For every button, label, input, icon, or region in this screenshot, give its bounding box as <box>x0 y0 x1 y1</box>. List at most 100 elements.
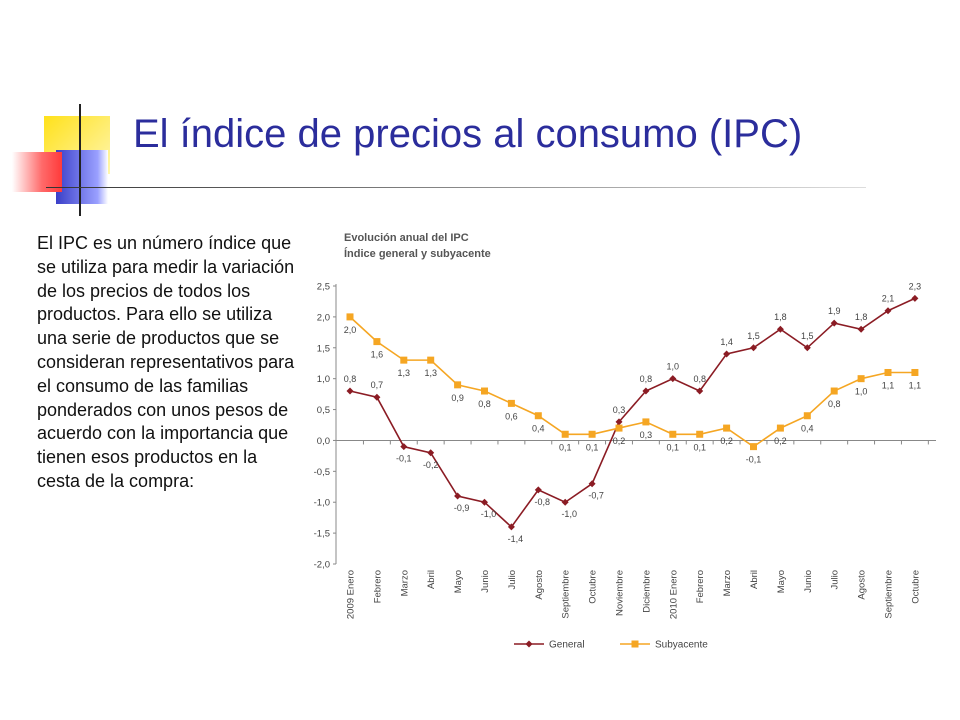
data-point-general <box>750 344 757 352</box>
y-tick-label: 0,5 <box>317 405 330 416</box>
data-point-subyacente <box>400 356 408 364</box>
data-point-subyacente <box>534 412 542 420</box>
legend-subyacente-label: Subyacente <box>655 640 708 651</box>
x-tick-label: Agosto <box>857 570 868 600</box>
data-label-subyacente: 0,4 <box>801 424 814 434</box>
data-label-subyacente: 1,3 <box>424 368 437 378</box>
data-label-subyacente: 1,1 <box>882 380 895 390</box>
title-underline <box>46 187 866 188</box>
y-tick-label: 1,5 <box>317 343 330 354</box>
x-tick-label: Julio <box>830 570 841 590</box>
x-tick-label: Abril <box>749 570 760 589</box>
y-tick-label: 0,0 <box>317 436 330 447</box>
legend-general-marker <box>525 640 533 648</box>
data-point-general <box>454 492 462 500</box>
plot-area: 2,5 2,0 1,5 1,0 0,5 0,0 -0,5 -1,0 -1,5 -2,0 2009 E… <box>314 281 936 651</box>
data-label-general: -1,0 <box>481 509 497 519</box>
data-label-subyacente: 2,0 <box>344 325 357 335</box>
data-point-general <box>723 350 731 358</box>
chart-title: Evolución anual del IPC <box>344 232 469 244</box>
data-point-subyacente <box>454 381 462 389</box>
y-tick-label: 2,5 <box>317 282 330 293</box>
y-tick-label: -2,0 <box>314 560 330 571</box>
data-label-subyacente: 0,6 <box>505 411 518 421</box>
data-point-general <box>857 325 865 333</box>
data-label-subyacente: 0,2 <box>613 436 626 446</box>
data-label-subyacente: 0,1 <box>667 442 680 452</box>
data-point-subyacente <box>884 368 892 376</box>
y-tick-label: 1,0 <box>317 374 330 385</box>
data-label-subyacente: 0,2 <box>720 436 733 446</box>
data-label-subyacente: 0,2 <box>774 436 787 446</box>
x-tick-label: Septiembre <box>561 570 572 619</box>
data-point-general <box>911 294 919 302</box>
x-tick-label: Octubre <box>910 570 921 604</box>
data-label-general: -1,4 <box>508 534 524 544</box>
data-label-general: -0,2 <box>423 460 439 470</box>
data-label-general: 0,8 <box>344 374 357 384</box>
data-label-general: 2,1 <box>882 294 895 304</box>
data-label-subyacente: 0,1 <box>559 442 572 452</box>
decor-red-square <box>12 152 62 192</box>
data-label-general: 0,8 <box>693 374 706 384</box>
x-tick-label: 2010 Enero <box>668 570 679 619</box>
data-point-subyacente <box>561 430 569 438</box>
data-point-subyacente <box>776 424 784 432</box>
data-label-subyacente: 1,6 <box>371 350 384 360</box>
data-point-subyacente <box>615 424 623 432</box>
data-point-general <box>427 449 435 457</box>
data-point-general <box>669 375 677 383</box>
data-point-general <box>588 480 596 488</box>
x-tick-label: Febrero <box>372 570 383 603</box>
x-tick-label: Agosto <box>534 570 545 600</box>
slide-title: El índice de precios al consumo (IPC) <box>133 112 803 156</box>
data-point-subyacente <box>750 443 757 451</box>
data-label-general: 1,0 <box>667 362 680 372</box>
data-point-general <box>400 443 408 451</box>
data-point-general <box>561 498 569 506</box>
data-label-subyacente: 1,0 <box>855 387 868 397</box>
x-tick-label: Septiembre <box>884 570 895 619</box>
data-label-general: 1,8 <box>774 312 787 322</box>
data-label-subyacente: 1,1 <box>909 380 922 390</box>
data-point-subyacente <box>346 313 354 321</box>
data-point-general <box>830 319 838 327</box>
decor-vertical-line <box>79 104 81 216</box>
y-tick-label: -1,0 <box>314 498 330 509</box>
legend-general-label: General <box>549 640 585 651</box>
x-tick-label: 2009 Enero <box>346 570 357 619</box>
data-point-subyacente <box>427 356 435 364</box>
ipc-line-chart: Evolución anual del IPC Índice general y… <box>314 232 936 651</box>
series-line-general <box>349 297 916 529</box>
data-point-general <box>884 307 892 315</box>
data-label-general: -0,1 <box>396 454 412 464</box>
data-point-general <box>373 393 381 401</box>
x-tick-label: Febrero <box>695 570 706 603</box>
data-label-general: 1,5 <box>801 331 814 341</box>
data-point-subyacente <box>911 368 919 376</box>
data-point-general <box>481 498 488 506</box>
y-tick-label: -1,5 <box>314 529 330 540</box>
data-label-general: -0,7 <box>588 491 604 501</box>
data-label-general: -1,0 <box>561 509 577 519</box>
data-label-general: 0,3 <box>613 405 626 415</box>
data-point-general <box>642 387 650 395</box>
x-tick-label: Abril <box>426 570 437 589</box>
x-tick-label: Noviembre <box>615 570 626 616</box>
data-point-subyacente <box>373 338 381 346</box>
data-label-general: 1,8 <box>855 312 868 322</box>
y-tick-label: -0,5 <box>314 467 330 478</box>
data-point-subyacente <box>669 430 677 438</box>
data-label-subyacente: 0,8 <box>828 399 841 409</box>
data-point-subyacente <box>696 430 704 438</box>
x-tick-label: Junio <box>803 570 814 593</box>
chart-subtitle: Índice general y subyacente <box>344 247 491 260</box>
data-label-subyacente: -0,1 <box>746 455 762 465</box>
data-label-subyacente: 0,1 <box>586 442 599 452</box>
x-tick-label: Mayo <box>453 570 464 593</box>
x-tick-label: Diciembre <box>641 570 652 613</box>
data-label-general: 0,7 <box>371 380 384 390</box>
data-point-general <box>534 486 542 494</box>
x-tick-label: Junio <box>480 570 491 593</box>
data-point-subyacente <box>723 424 731 432</box>
